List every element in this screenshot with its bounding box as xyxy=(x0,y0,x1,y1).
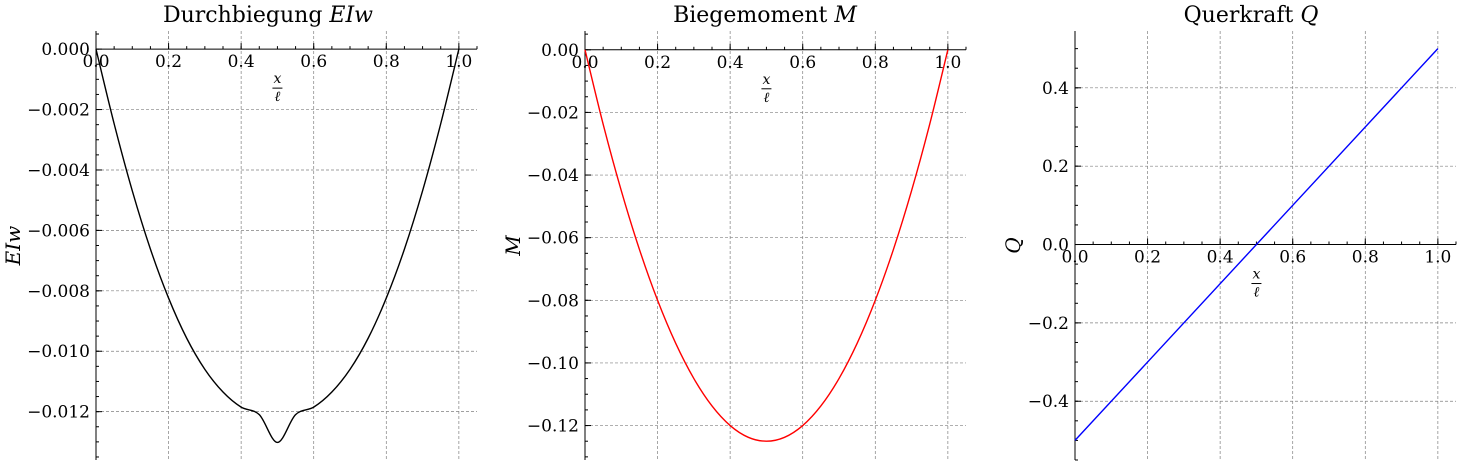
deflection-y-tick-label: −0.008 xyxy=(27,282,90,302)
shear-x-tick-label: 1.0 xyxy=(1424,248,1451,268)
moment-x-tick-label: 1.0 xyxy=(934,53,961,73)
moment-x-tick-label: 0.0 xyxy=(571,53,598,73)
shear-series-line xyxy=(1074,48,1439,441)
shear-x-tick-label: 0.8 xyxy=(1352,248,1379,268)
deflection-x-tick-label: 1.0 xyxy=(445,52,472,72)
moment-xlabel-num: x xyxy=(762,72,770,88)
bending-moment-chart: 0.0 0.2 0.4 0.6 0.8 1.0 0.00 −0.02 −0.04 −0.06 −0.… xyxy=(501,3,967,460)
shear-title-math: Q xyxy=(1300,3,1318,28)
deflection-title-math: EIw xyxy=(328,3,373,28)
deflection-y-tick-label: −0.002 xyxy=(27,101,90,121)
shear-force-chart: 0.0 0.2 0.4 0.6 0.8 1.00.40.20.0−0.2−0.4xℓQQu… xyxy=(1001,3,1457,461)
moment-ylabel: M xyxy=(501,235,525,257)
deflection-x-tick-label: 0.2 xyxy=(155,52,182,72)
moment-y-tick-label: −0.12 xyxy=(527,417,579,437)
moment-x-tick-label: 0.8 xyxy=(862,53,889,73)
shear-x-tick-label: 0.0 xyxy=(1061,248,1088,268)
shear-xlabel-den: ℓ xyxy=(1254,285,1260,301)
deflection-x-tick-label: 0.0 xyxy=(82,52,109,72)
deflection-title-text: Durchbiegung xyxy=(163,3,329,28)
shear-x-tick-label: 0.2 xyxy=(1134,248,1161,268)
moment-xlabel-den: ℓ xyxy=(764,90,770,106)
moment-y-tick-label: −0.06 xyxy=(527,229,579,249)
deflection-x-tick-label: 0.4 xyxy=(228,52,255,72)
shear-ylabel: Q xyxy=(1001,237,1025,253)
shear-title: Querkraft Q xyxy=(1184,3,1319,28)
deflection-xlabel-num: x xyxy=(273,71,281,87)
shear-title-text: Querkraft xyxy=(1184,3,1301,28)
deflection-title: Durchbiegung EIw xyxy=(163,3,373,28)
deflection-series-line xyxy=(95,48,460,444)
deflection-y-tick-label: −0.010 xyxy=(27,342,90,362)
shear-y-tick-label: 0.2 xyxy=(1042,157,1069,177)
deflection-x-tick-label: 0.6 xyxy=(300,52,327,72)
moment-x-tick-label: 0.4 xyxy=(717,53,744,73)
deflection-y-tick-label: −0.004 xyxy=(27,161,90,181)
shear-y-tick-label: 0.0 xyxy=(1042,236,1069,256)
moment-y-tick-label: −0.10 xyxy=(527,354,579,374)
deflection-x-tick-label: 0.8 xyxy=(373,52,400,72)
shear-xlabel-num: x xyxy=(1252,267,1260,283)
deflection-xlabel-den: ℓ xyxy=(275,89,281,105)
shear-y-tick-label: 0.4 xyxy=(1042,79,1069,99)
moment-x-tick-label: 0.6 xyxy=(789,53,816,73)
deflection-y-tick-label: −0.012 xyxy=(27,403,90,423)
shear-x-tick-label: 0.4 xyxy=(1207,248,1234,268)
moment-title-text: Biegemoment xyxy=(673,3,834,28)
moment-title-math: M xyxy=(833,3,857,28)
deflection-y-tick-label: −0.006 xyxy=(27,221,90,241)
deflection-y-tick-label: 0.000 xyxy=(41,40,90,60)
moment-y-tick-label: −0.08 xyxy=(527,291,579,311)
shear-y-tick-label: −0.2 xyxy=(1028,314,1069,334)
shear-y-tick-label: −0.4 xyxy=(1028,392,1069,412)
shear-x-tick-label: 0.6 xyxy=(1279,248,1306,268)
moment-y-tick-label: −0.02 xyxy=(527,103,579,123)
moment-y-tick-label: −0.04 xyxy=(527,166,579,186)
deflection-chart: 0.0 0.2 0.4 0.6 0.8 1.0 0.000 −0.002 −0.004 −0.00… xyxy=(1,3,478,460)
moment-y-tick-label: 0.00 xyxy=(541,41,579,61)
moment-x-tick-label: 0.2 xyxy=(644,53,671,73)
deflection-ylabel: EIw xyxy=(1,226,25,267)
moment-title: Biegemoment M xyxy=(673,3,857,28)
moment-series-line xyxy=(584,49,949,442)
